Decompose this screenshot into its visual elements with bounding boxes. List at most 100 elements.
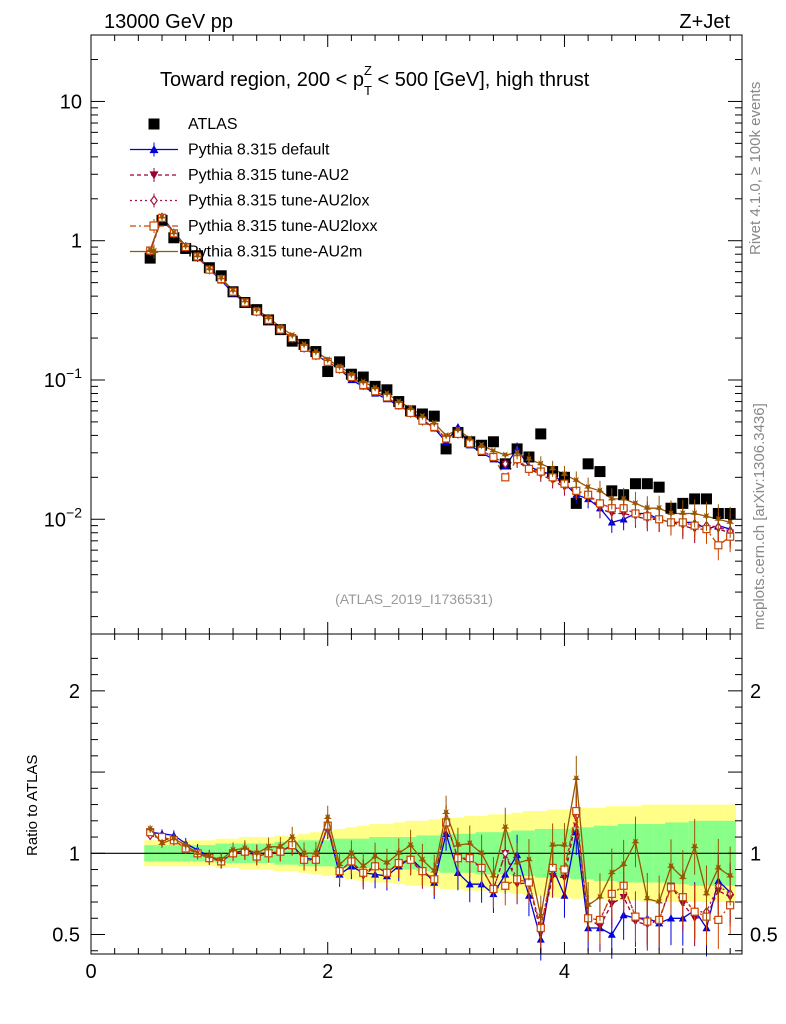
main-point-atlas [334,356,346,368]
ratio-point-au2loxx [631,912,640,921]
main-point-au2m [453,426,462,434]
ratio-point-default [465,880,474,888]
ratio-point-au2m [158,840,166,848]
ratio-point-au2m [288,833,297,842]
main-point-au2m [205,265,214,273]
main-point-au2m [193,252,202,260]
legend-label-atlas: ATLAS [188,116,238,133]
main-point-default [453,422,462,431]
ratio-point-au2m [607,869,616,877]
ratio-point-au2m [252,849,261,858]
main-point-au2m [217,274,226,283]
ratio-y-tick-label: 0.5 [52,925,80,947]
legend: ATLAS Pythia 8.315 default Pythia 8.315 tu… [130,116,377,261]
ratio-point-au2m [359,862,368,871]
main-point-atlas [700,493,712,505]
main-point-au2m [489,447,498,455]
main-point-au2m [181,242,190,250]
ratio-point-au2m [453,841,462,850]
rivet-label: Rivet 4.1.0, ≥ 100k events [747,82,764,255]
main-point-atlas [641,478,653,490]
ratio-point-au2m [513,859,522,868]
main-point-au2m [560,471,569,479]
main-point-au2loxx [501,473,510,482]
ratio-panel-frame [90,633,743,955]
main-point-au2m [643,504,652,513]
ratio-point-au2m [406,841,415,850]
main-point-au2m [525,455,533,464]
ratio-point-au2m [548,841,557,850]
legend-marker-default [149,145,159,154]
main-line-au2loxx [149,216,731,547]
ratio-point-au2m [169,835,178,843]
main-point-au2m [607,495,616,504]
legend-marker-au2loxx [149,221,159,231]
main-point-atlas [428,410,440,422]
ratio-point-au2m [560,841,569,850]
main-point-au2m [430,419,439,428]
ratio-point-au2m [347,849,356,858]
ratio-y-tick-label-right: 0.5 [750,925,778,947]
ratio-point-au2m [382,859,391,868]
main-series-au2loxx [149,216,731,547]
main-point-au2m [288,331,297,340]
ratio-point-au2m [193,849,202,858]
ratio-point-au2m [655,898,664,907]
main-point-au2m [714,515,723,524]
ratio-point-au2loxx [714,915,723,924]
ratio-point-au2m [631,838,640,847]
ratio-point-au2m [181,841,190,850]
ratio-y-tick-label-right: 1 [750,843,761,865]
main-point-atlas [653,481,665,493]
main-point-atlas [357,371,369,383]
main-point-au2m [655,504,664,513]
main-point-au2m [690,510,699,518]
axes: 0 2 4 10 1 10−1 10−2 0.5 0.5 1 1 2 2 [44,34,778,983]
ratio-point-au2m [572,775,581,783]
main-point-atlas [535,428,547,440]
ratio-y-tick-label-right: 2 [750,681,761,703]
main-point-au2m [276,323,285,332]
ratio-point-au2m [667,862,675,871]
ratio-point-au2m [489,872,498,881]
ratio-point-au2m [229,846,237,855]
x-tick-label: 0 [85,961,96,983]
ratio-y-tick-label: 2 [69,681,80,703]
ratio-point-au2m [501,823,510,832]
title-prefix: Toward region, 200 < p [160,69,364,91]
title-suffix: < 500 [GeV], high thrust [372,69,590,91]
y-tick-label: 10 [60,91,82,113]
ratio-point-default [607,930,616,938]
main-point-au2m [465,435,474,443]
ratio-point-au2m [678,874,687,882]
main-point-atlas [440,443,452,455]
ratio-y-tick-label: 1 [69,843,80,865]
main-markers-default [146,212,735,545]
ratio-point-au2m [477,849,486,858]
main-point-au2m [418,412,427,421]
ratio-point-au2m [394,849,403,858]
main-point-au2m [631,500,640,508]
ratio-point-au2m [300,849,308,858]
x-tick-label: 4 [559,961,570,983]
y-tick-label: 10−1 [44,365,82,392]
main-point-au2m [442,432,451,440]
ratio-point-au2m [335,861,344,869]
main-point-au2m [359,378,368,386]
main-point-atlas [416,408,428,420]
legend-label-au2lox: Pythia 8.315 tune-AU2lox [188,193,369,210]
main-point-au2m [323,356,332,364]
process-label: Z+Jet [679,11,730,33]
main-point-au2m [300,341,308,349]
y-tick-label: 1 [71,231,82,253]
ratio-point-au2m [442,809,451,817]
ratio-point-au2m [418,856,427,864]
ratio-point-au2m [726,872,735,881]
main-point-au2m [229,287,237,295]
ratio-point-au2m [311,849,320,858]
main-point-au2m [536,460,545,468]
ratio-point-au2m [584,901,593,910]
main-point-au2m [501,451,510,460]
ratio-point-au2m [714,864,723,873]
